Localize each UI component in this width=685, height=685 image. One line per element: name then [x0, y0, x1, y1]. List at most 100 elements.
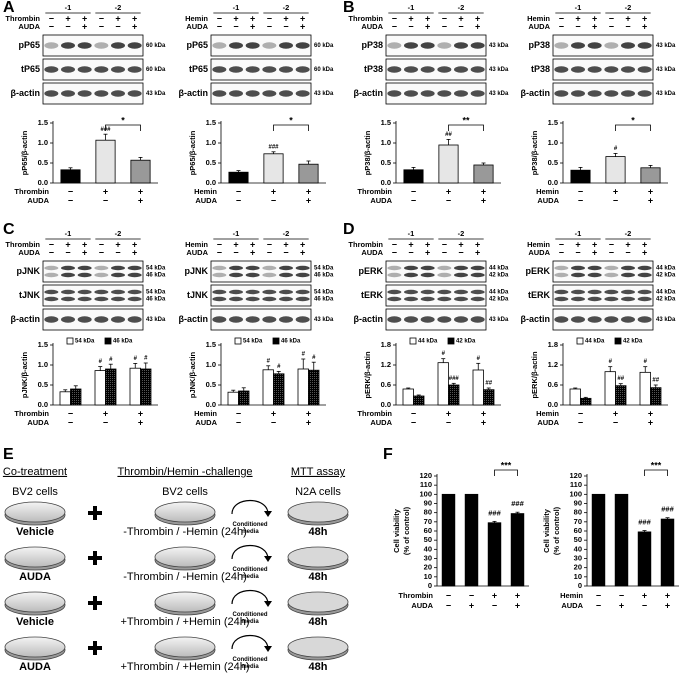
blot-group-label: -2 — [458, 229, 465, 238]
significance-label: ### — [511, 499, 524, 508]
treatment-sign: + — [65, 13, 70, 23]
significance-label: ### — [268, 144, 279, 150]
blot-band — [554, 272, 569, 278]
kda-label: 60 kDa — [314, 67, 334, 73]
blot-band — [404, 42, 418, 49]
blot-band — [245, 66, 260, 73]
bar — [129, 367, 141, 406]
blot-band — [245, 289, 260, 295]
blot-band — [604, 90, 619, 97]
legend-swatch — [66, 337, 74, 345]
y-tick-label: 20 — [424, 563, 432, 572]
significance-label: ## — [652, 378, 659, 384]
treatment-sign: − — [99, 239, 104, 249]
blot-band — [637, 66, 652, 73]
treatment-sign: − — [217, 247, 222, 257]
blot-band — [44, 66, 59, 73]
treatment-sign: − — [68, 417, 73, 427]
blot-band — [245, 316, 260, 323]
blot-row-label: tJNK — [187, 290, 209, 300]
legend-swatch — [234, 337, 242, 345]
media-label: Conditioned media — [233, 612, 268, 625]
blot-band — [420, 42, 435, 49]
treatment-sign: − — [458, 21, 463, 31]
treatment-sign: − — [446, 600, 451, 610]
blot-band — [229, 66, 243, 73]
treatment-sign: − — [65, 247, 70, 257]
legend-swatch — [576, 337, 584, 345]
significance-bracket — [273, 124, 309, 131]
treatment-sign: − — [613, 195, 618, 205]
bar — [273, 373, 285, 406]
treatment-sign: + — [300, 239, 305, 249]
kda-label: 42 kDa — [489, 273, 509, 279]
significance-label: ## — [445, 132, 452, 138]
blot-band — [127, 296, 142, 302]
bar — [140, 368, 152, 406]
significance-label: ### — [638, 518, 651, 527]
blot-band — [279, 316, 293, 323]
pretreat-label: AUDA — [19, 661, 51, 673]
y-tick-label: 10 — [574, 572, 582, 581]
bar — [130, 159, 151, 184]
treatment-sign: + — [575, 239, 580, 249]
treatment-sign: + — [469, 600, 474, 610]
blot-frame — [210, 308, 312, 331]
treatment-sign: − — [619, 590, 624, 600]
treatment-sign: − — [271, 195, 276, 205]
blot-band — [437, 66, 452, 73]
blot-band — [571, 289, 585, 295]
significance-bracket — [494, 469, 518, 476]
bar — [402, 388, 414, 406]
blot-band — [61, 265, 75, 271]
y-tick-label: 0.0 — [206, 178, 216, 187]
challenge-label: -Thrombin / -Hemin (24h) — [123, 526, 246, 538]
blot-row-label: β-actin — [179, 88, 209, 98]
bar — [228, 171, 249, 184]
blot-band — [295, 265, 310, 271]
bar — [605, 156, 626, 184]
y-tick-label: 100 — [419, 489, 432, 498]
blot-band — [554, 289, 569, 295]
blot-frame — [210, 58, 312, 81]
treatment-sign: + — [283, 13, 288, 23]
treatment-sign: + — [132, 13, 137, 23]
treatment-sign: − — [442, 13, 447, 23]
treatment-label: AUDA — [186, 22, 208, 31]
y-tick-label: 1.2 — [381, 360, 391, 369]
blot-band — [420, 272, 435, 278]
kda-label: 60 kDa — [146, 67, 166, 73]
y-tick-label: 0 — [578, 581, 582, 590]
treatment-sign: + — [575, 13, 580, 23]
y-tick-label: 1.5 — [206, 340, 216, 349]
treatment-sign: − — [49, 247, 54, 257]
blot-band — [437, 272, 452, 278]
treatment-sign: − — [233, 21, 238, 31]
treatment-sign: − — [559, 13, 564, 23]
treatment-sign: + — [613, 408, 618, 418]
significance-label: # — [99, 359, 103, 365]
blot-band — [470, 272, 485, 278]
blot-band — [229, 90, 243, 97]
challenge-label: +Thrombin / +Hemin (24h) — [121, 661, 250, 673]
blot-frame — [210, 34, 312, 57]
blot-row-label: pJNK — [184, 266, 208, 276]
treatment-sign: − — [559, 247, 564, 257]
blot-band — [212, 296, 227, 302]
blot-frame — [385, 58, 487, 81]
bar — [650, 387, 662, 406]
blot-band — [437, 296, 452, 302]
blot-band — [604, 272, 619, 278]
blot-frame — [552, 260, 654, 283]
treatment-sign: − — [283, 247, 288, 257]
treatment-sign: − — [609, 247, 614, 257]
blot-band — [470, 42, 485, 49]
blot-band — [454, 289, 468, 295]
blot-band — [420, 66, 435, 73]
treatment-sign: + — [82, 13, 87, 23]
pretreat-label: Vehicle — [16, 616, 54, 628]
bar — [70, 388, 82, 406]
dish — [4, 546, 66, 568]
blot-band — [279, 90, 293, 97]
treatment-sign: + — [138, 186, 143, 196]
